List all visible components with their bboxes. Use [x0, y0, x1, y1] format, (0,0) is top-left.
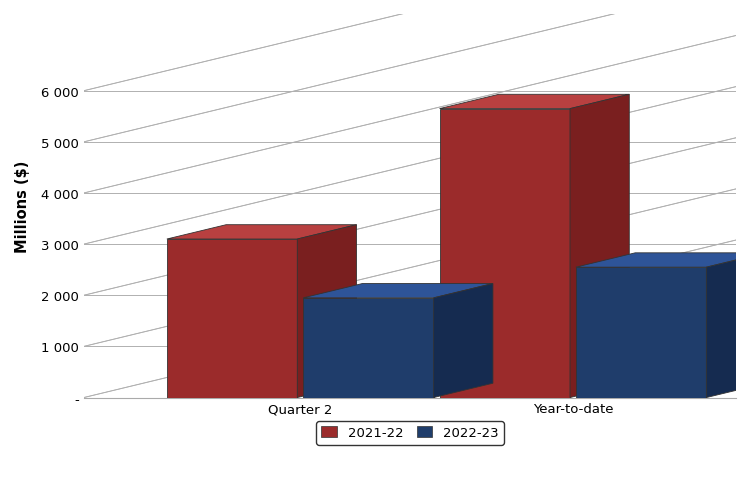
Polygon shape	[297, 225, 357, 398]
Polygon shape	[167, 225, 357, 240]
Polygon shape	[167, 240, 297, 398]
Polygon shape	[303, 284, 493, 298]
Polygon shape	[439, 95, 629, 109]
Legend: 2021-22, 2022-23: 2021-22, 2022-23	[316, 421, 504, 445]
Polygon shape	[576, 267, 707, 398]
Polygon shape	[707, 253, 751, 398]
Polygon shape	[433, 284, 493, 398]
Polygon shape	[570, 95, 629, 398]
Y-axis label: Millions ($): Millions ($)	[15, 160, 30, 252]
Polygon shape	[576, 253, 751, 267]
Polygon shape	[303, 298, 433, 398]
Polygon shape	[439, 109, 570, 398]
